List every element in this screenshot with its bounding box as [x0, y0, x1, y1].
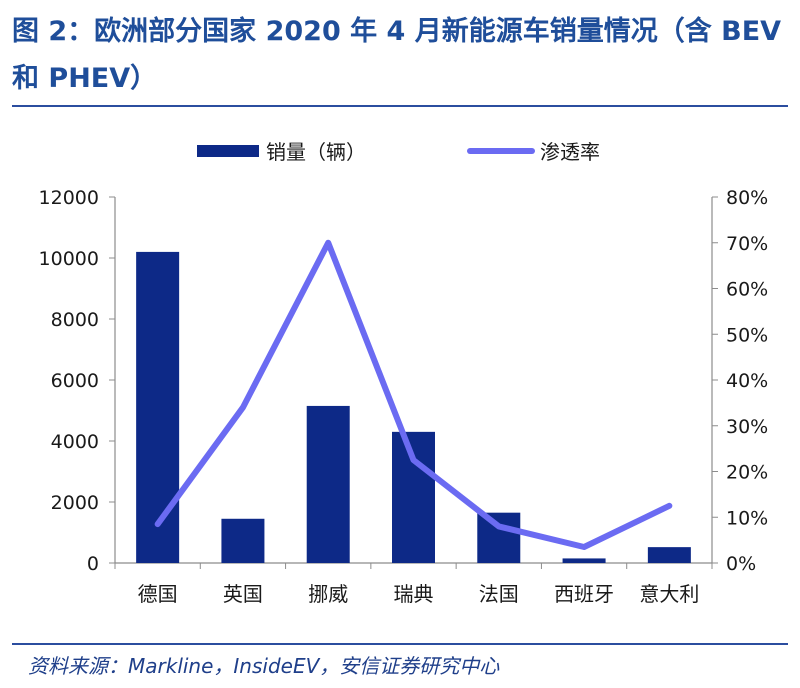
- bar-英国: [221, 518, 265, 563]
- bar-法国: [477, 512, 521, 563]
- bar-德国: [136, 251, 180, 563]
- y-right-tick-label: 20%: [726, 462, 768, 484]
- y-left-tick-label: 4000: [51, 431, 99, 453]
- y-right-tick-label: 80%: [726, 187, 768, 209]
- y-left-tick-label: 12000: [39, 187, 99, 209]
- bottom-rule: [12, 643, 788, 645]
- bar-西班牙: [562, 558, 606, 563]
- legend-swatch-bar: [197, 145, 259, 157]
- figure-title: 图 2：欧洲部分国家 2020 年 4 月新能源车销量情况（含 BEV 和 PH…: [12, 16, 782, 94]
- x-category-label: 挪威: [308, 582, 348, 606]
- y-right-tick-label: 70%: [726, 233, 768, 255]
- chart: 销量（辆） 渗透率 0 2000 4000 6000 8000 10000 12000 0% 1…: [39, 140, 769, 606]
- legend-label-sales: 销量（辆）: [266, 140, 366, 164]
- bar-意大利: [647, 547, 691, 563]
- source-note: 资料来源：Markline，InsideEV，安信证券研究中心: [28, 654, 500, 678]
- bar-series: [136, 251, 691, 563]
- chart-legend: 销量（辆） 渗透率: [197, 140, 600, 164]
- y-right-tick-label: 50%: [726, 324, 768, 346]
- y-right-tick-label: 0%: [726, 553, 756, 575]
- x-category-label: 英国: [223, 582, 263, 606]
- line-series: [154, 239, 673, 550]
- x-category-label: 德国: [138, 582, 178, 606]
- top-rule: [12, 105, 788, 107]
- legend-label-penetration: 渗透率: [540, 140, 600, 164]
- bar-挪威: [306, 405, 350, 563]
- y-left-tick-label: 10000: [39, 248, 99, 270]
- y-right-tick-label: 30%: [726, 416, 768, 438]
- x-category-label: 法国: [479, 582, 519, 606]
- y-right-tick-label: 10%: [726, 507, 768, 529]
- y-left-tick-label: 0: [87, 553, 99, 575]
- bar-瑞典: [392, 431, 435, 563]
- y-right-tick-label: 60%: [726, 279, 768, 301]
- x-category-label: 瑞典: [394, 582, 434, 606]
- y-left-tick-label: 8000: [51, 309, 99, 331]
- chart-axes: 0 2000 4000 6000 8000 10000 12000 0% 10% 20% 30% 40…: [39, 187, 769, 575]
- category-labels: 德国 英国 挪威 瑞典 法国 西班牙 意大利: [138, 582, 700, 606]
- x-category-label: 意大利: [639, 582, 699, 606]
- y-right-tick-label: 40%: [726, 370, 768, 392]
- y-left-tick-label: 2000: [51, 492, 99, 514]
- y-left-tick-label: 6000: [51, 370, 99, 392]
- x-category-label: 西班牙: [554, 582, 614, 606]
